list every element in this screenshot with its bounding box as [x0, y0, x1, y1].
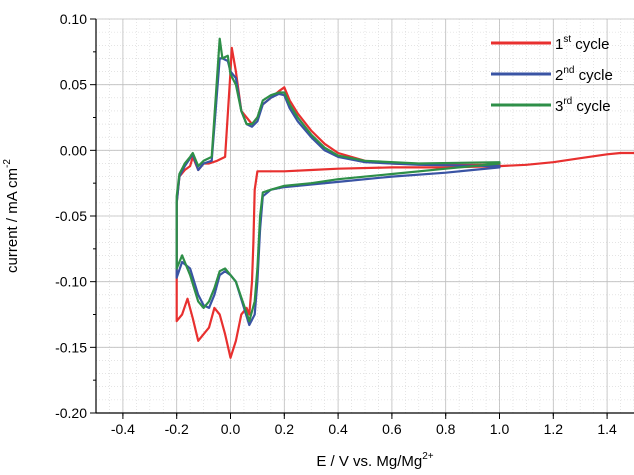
x-tick-label: 1.2 — [544, 421, 564, 437]
series-line-cycle-1 — [175, 46, 634, 359]
y-tick-label: 0.10 — [60, 11, 87, 27]
legend-label-cycle-3: 3rd cycle — [555, 96, 611, 115]
x-tick-label: -0.4 — [111, 421, 135, 437]
y-tick-label: 0.00 — [60, 142, 87, 158]
x-tick-label: 1.0 — [490, 421, 510, 437]
data-layer — [175, 37, 634, 359]
y-tick-label: -0.15 — [55, 339, 87, 355]
y-axis-title: current / mA cm-2 — [2, 159, 21, 273]
y-tick-label: -0.10 — [55, 274, 87, 290]
legend-label-superscript: nd — [563, 65, 574, 76]
legend: 1st cycle 2nd cycle 3rd cycle — [491, 34, 613, 115]
series-line-cycle-3 — [175, 37, 501, 323]
x-tick-label: 0.8 — [436, 421, 456, 437]
x-axis-title-superscript: 2+ — [422, 451, 434, 462]
legend-label-cycle-2: 2nd cycle — [555, 65, 613, 84]
x-tick-label: 1.4 — [597, 421, 617, 437]
x-tick-label: 0.6 — [382, 421, 402, 437]
y-tick-label: 0.05 — [60, 77, 87, 93]
legend-label-suffix: cycle — [571, 36, 609, 53]
x-tick-label: 0.4 — [328, 421, 348, 437]
legend-label-superscript: st — [563, 34, 571, 45]
legend-label-superscript: rd — [563, 96, 572, 107]
x-axis-title: E / V vs. Mg/Mg2+ — [316, 451, 433, 470]
x-tick-label: 0.0 — [221, 421, 241, 437]
y-tick-label: -0.05 — [55, 208, 87, 224]
x-tick-label: -0.2 — [165, 421, 189, 437]
legend-label-suffix: cycle — [574, 67, 612, 84]
axis-layer: -0.4 -0.2 0.0 0.2 0.4 0.6 0.8 1.0 1.2 1.4 -0.20 -0.… — [2, 11, 634, 470]
y-axis-title-superscript: -2 — [2, 159, 13, 168]
legend-label-suffix: cycle — [572, 98, 610, 115]
y-tick-label: -0.20 — [55, 405, 87, 421]
x-tick-label: 0.2 — [275, 421, 295, 437]
legend-label-cycle-1: 1st cycle — [555, 34, 609, 53]
